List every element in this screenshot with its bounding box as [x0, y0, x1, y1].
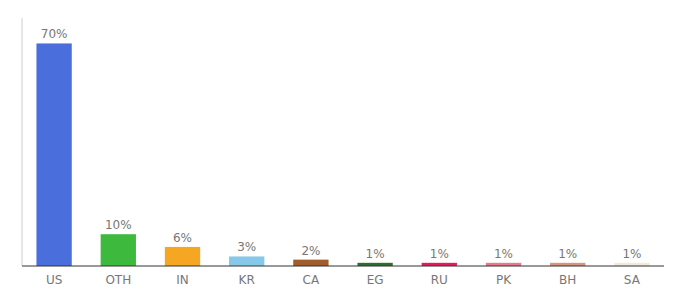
data-label: 2% — [301, 244, 320, 258]
x-tick-label: BH — [559, 273, 576, 287]
bar — [293, 260, 328, 266]
data-label: 1% — [622, 247, 641, 261]
x-tick-label: OTH — [105, 273, 131, 287]
x-tick-label: CA — [303, 273, 320, 287]
bar — [101, 234, 136, 266]
x-tick-label: EG — [367, 273, 384, 287]
data-label: 3% — [237, 240, 256, 254]
y-axis-line — [22, 18, 23, 266]
data-label: 1% — [558, 247, 577, 261]
x-tick-label: IN — [176, 273, 189, 287]
x-tick-label: SA — [624, 273, 641, 287]
data-label: 6% — [173, 231, 192, 245]
x-axis-line — [22, 266, 664, 267]
data-label: 70% — [41, 27, 68, 41]
x-tick-label: KR — [239, 273, 255, 287]
x-tick-label: US — [46, 273, 62, 287]
data-label: 1% — [494, 247, 513, 261]
data-label: 1% — [366, 247, 385, 261]
data-label: 10% — [105, 218, 132, 232]
data-label: 1% — [430, 247, 449, 261]
chart-svg: US OTH IN KR CA EG RU PK BH SA 70% 10% 6% 3% 2% 1% 1% 1% 1… — [0, 0, 680, 300]
bar — [229, 256, 264, 266]
bar — [165, 247, 200, 266]
x-tick-label: PK — [496, 273, 512, 287]
x-tick-label: RU — [431, 273, 448, 287]
bars — [36, 43, 649, 266]
chart-container: US OTH IN KR CA EG RU PK BH SA 70% 10% 6% 3% 2% 1% 1% 1% 1… — [0, 0, 680, 300]
bar — [36, 43, 71, 266]
